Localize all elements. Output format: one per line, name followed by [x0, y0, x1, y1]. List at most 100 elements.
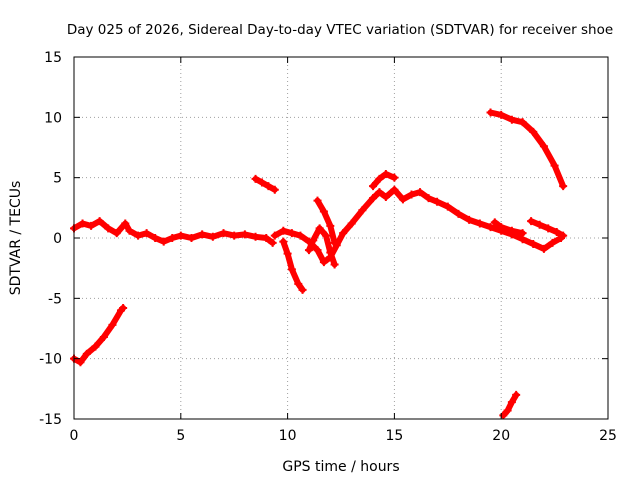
data-point-marker — [219, 229, 228, 238]
data-point-marker — [95, 217, 104, 226]
data-point-marker — [398, 195, 407, 204]
data-point-marker — [390, 173, 399, 182]
trace-at-20-5-hours — [500, 391, 520, 419]
x-tick-label: 15 — [385, 428, 403, 444]
data-point-marker — [390, 185, 399, 194]
data-point-marker — [319, 258, 328, 267]
data-point-marker — [262, 234, 271, 242]
data-point-marker — [512, 390, 521, 399]
data-point-marker — [142, 229, 151, 238]
data-point-marker — [535, 220, 544, 229]
data-point-marker — [518, 229, 527, 238]
data-point-marker — [486, 108, 495, 117]
x-axis-label: GPS time / hours — [282, 459, 399, 475]
data-point-marker — [369, 182, 378, 191]
data-point-marker — [424, 194, 433, 203]
trace-at-8-5-hours — [252, 175, 278, 193]
data-point-marker — [552, 227, 561, 236]
data-point-marker — [539, 244, 548, 253]
data-point-marker — [283, 249, 292, 258]
y-tick-label: 5 — [53, 171, 62, 187]
trace-at-0-hours — [71, 305, 127, 366]
data-point-marker — [270, 231, 279, 240]
data-point-marker — [112, 229, 121, 238]
data-point-marker — [168, 234, 177, 242]
data-point-marker — [539, 142, 548, 151]
y-tick-label: 10 — [44, 110, 62, 126]
data-point-marker — [187, 234, 196, 242]
data-point-marker — [507, 398, 516, 407]
data-point-marker — [134, 231, 143, 240]
data-point-marker — [559, 182, 568, 191]
data-point-marker — [279, 237, 288, 246]
data-point-marker — [548, 238, 557, 247]
data-point-marker — [119, 303, 128, 312]
data-point-marker — [465, 215, 474, 224]
data-point-marker — [381, 170, 390, 179]
data-point-marker — [347, 219, 356, 228]
data-point-marker — [257, 178, 266, 187]
data-point-marker — [304, 246, 313, 255]
x-tick-label: 10 — [279, 428, 297, 444]
data-point-marker — [529, 240, 538, 249]
data-point-marker — [287, 229, 296, 238]
data-point-marker — [313, 196, 322, 205]
x-tick-label: 5 — [176, 428, 185, 444]
data-point-marker — [78, 219, 87, 228]
data-point-marker — [270, 185, 279, 194]
data-point-marker — [251, 232, 260, 241]
data-point-marker — [315, 224, 324, 233]
data-point-marker — [230, 231, 239, 240]
data-point-marker — [208, 232, 217, 241]
data-point-marker — [159, 237, 168, 246]
axis-ticks: 0 5 10 15 20 25 -15 -10 -5 0 5 10 15 — [39, 50, 617, 444]
data-point-marker — [268, 238, 277, 247]
data-point-marker — [339, 229, 348, 238]
y-tick-label: 0 — [53, 231, 62, 247]
data-point-marker — [151, 234, 160, 242]
data-point-marker — [176, 231, 185, 240]
data-point-marker — [416, 188, 425, 197]
data-point-marker — [490, 218, 499, 227]
y-tick-label: -5 — [48, 291, 62, 307]
data-point-marker — [108, 320, 117, 329]
data-point-marker — [433, 197, 442, 206]
data-point-marker — [407, 190, 416, 199]
data-point-marker — [198, 230, 207, 239]
data-point-marker — [375, 174, 384, 183]
data-point-marker — [550, 161, 559, 170]
data-point-marker — [454, 209, 463, 218]
data-point-marker — [518, 118, 527, 127]
data-point-marker — [264, 182, 273, 191]
data-point-marker — [87, 221, 96, 230]
y-axis-label: SDTVAR / TECUs — [8, 181, 24, 296]
data-point-marker — [296, 231, 305, 240]
x-tick-label: 25 — [599, 428, 617, 444]
data-point-marker — [559, 231, 568, 240]
data-traces — [70, 108, 568, 420]
data-point-marker — [294, 279, 303, 288]
data-point-marker — [104, 224, 113, 233]
data-point-marker — [503, 406, 512, 415]
data-point-marker — [298, 285, 307, 294]
data-point-marker — [443, 202, 452, 211]
data-point-marker — [91, 342, 100, 351]
data-point-marker — [319, 207, 328, 216]
data-point-marker — [125, 226, 134, 235]
data-point-marker — [121, 219, 130, 228]
data-point-marker — [486, 223, 495, 232]
trace-at-14-hours — [370, 171, 398, 190]
y-tick-label: -10 — [39, 352, 62, 368]
x-tick-label: 0 — [70, 428, 79, 444]
data-point-marker — [309, 236, 318, 245]
data-point-marker — [507, 226, 516, 235]
y-tick-label: -15 — [39, 412, 62, 428]
y-tick-label: 15 — [44, 50, 62, 66]
data-point-marker — [76, 358, 85, 367]
data-point-marker — [497, 223, 506, 232]
trace-at-20-hours — [491, 219, 526, 237]
data-point-marker — [381, 192, 390, 201]
x-tick-label: 20 — [492, 428, 510, 444]
data-point-marker — [326, 221, 335, 230]
